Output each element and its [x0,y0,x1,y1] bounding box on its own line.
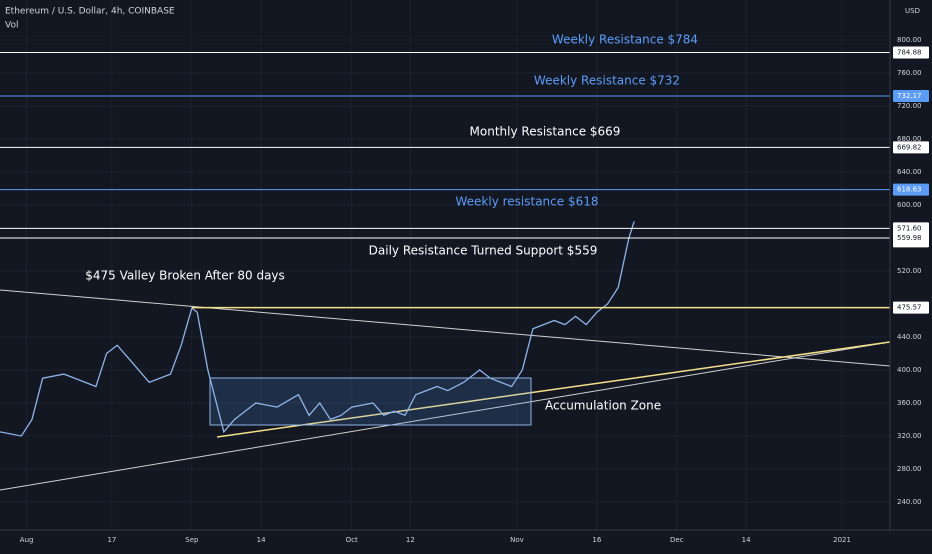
trend-line [0,289,891,367]
currency: USD [905,7,920,15]
x-tick-label: 14 [257,536,266,544]
y-tick-label: 800.00 [897,36,922,44]
annotation: Daily Resistance Turned Support $559 [369,244,598,258]
x-tick-label: 14 [742,536,751,544]
level-label: 559.98 [897,234,922,242]
y-tick-label: 440.00 [897,333,922,341]
x-tick-label: Dec [670,536,684,544]
price-line [0,221,635,437]
y-tick-label: 280.00 [897,465,922,473]
y-tick-label: 320.00 [897,432,922,440]
level-label: 618.63 [897,186,922,194]
annotation: Weekly Resistance $784 [552,33,698,47]
x-tick-label: 16 [592,536,601,544]
annotation: Accumulation Zone [545,399,661,413]
y-tick-label: 240.00 [897,498,922,506]
annotation: Weekly Resistance $732 [534,74,680,88]
level-label-box [893,232,929,245]
accumulation-zone [209,377,532,426]
x-tick-label: 17 [107,536,116,544]
level-label: 571.60 [897,224,922,232]
x-tick-label: Nov [510,536,524,544]
trend-line [0,341,891,491]
annotation: Monthly Resistance $669 [470,125,621,139]
level-label-box [893,222,929,235]
annotation: Weekly resistance $618 [455,195,598,209]
annotation: $475 Valley Broken After 80 days [85,269,285,283]
x-tick-label: Oct [346,536,358,544]
y-tick-label: 680.00 [897,135,922,143]
x-tick-label: Aug [20,536,34,544]
level-label-box [893,46,929,59]
level-label-box [893,301,929,314]
level-label: 732.17 [897,92,922,100]
support-line [216,341,891,438]
x-tick-label: 2021 [833,536,851,544]
y-tick-label: 760.00 [897,69,922,77]
y-tick-label: 640.00 [897,168,922,176]
y-tick-label: 600.00 [897,201,922,209]
level-label: 475.57 [897,304,922,312]
y-tick-label: 720.00 [897,102,922,110]
y-tick-label: 520.00 [897,267,922,275]
indicator: Vol [5,21,18,31]
level-label-box [893,89,929,102]
level-label-box [893,183,929,196]
x-tick-label: 12 [406,536,415,544]
symbol: Ethereum / U.S. Dollar, 4h, COINBASE [5,7,175,17]
level-label-box [893,141,929,154]
level-label: 784.88 [897,48,922,56]
level-label: 669.82 [897,143,922,151]
y-tick-label: 400.00 [897,366,922,374]
x-tick-label: Sep [185,536,199,544]
y-tick-label: 360.00 [897,399,922,407]
